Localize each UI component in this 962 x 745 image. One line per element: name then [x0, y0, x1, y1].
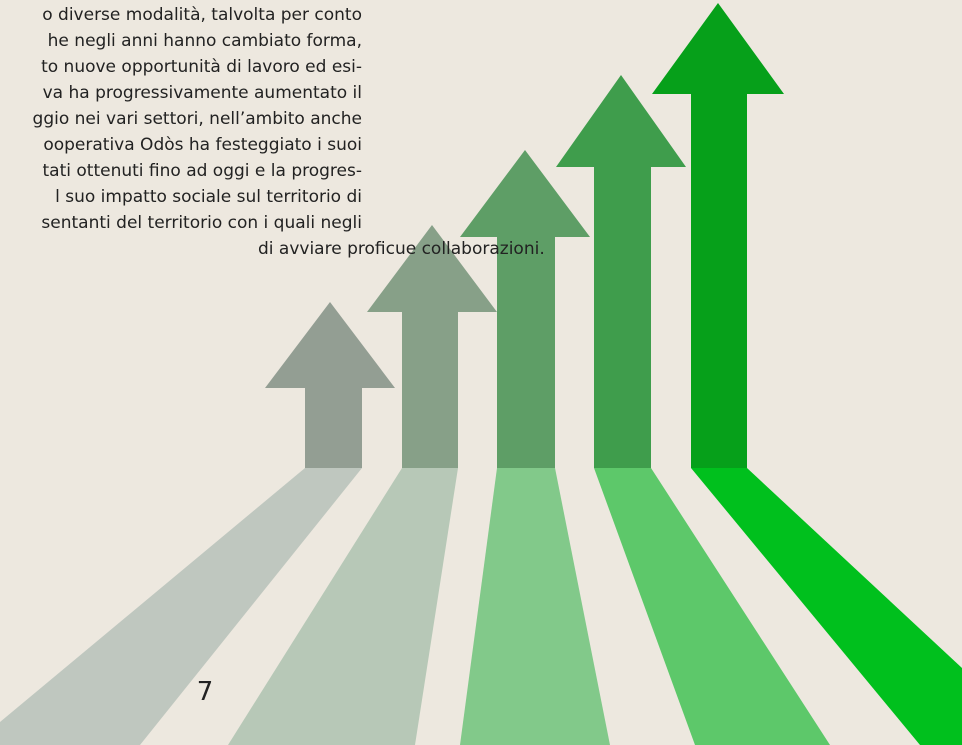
text-line: o diverse modalità, talvolta per conto — [42, 5, 362, 25]
ribbon — [594, 468, 830, 745]
ribbon — [460, 468, 610, 745]
page: 7 o diverse modalità, talvolta per conto… — [0, 0, 962, 745]
page-number: 7 — [197, 677, 214, 707]
page-canvas: 7 o diverse modalità, talvolta per conto… — [0, 0, 962, 745]
text-line: di avviare proficue collaborazioni. — [258, 239, 545, 259]
text-line: tati ottenuti fino ad oggi e la progres- — [43, 161, 363, 181]
arrow — [367, 225, 497, 468]
arrow — [652, 3, 784, 468]
arrow — [265, 302, 395, 468]
text-line: he negli anni hanno cambiato forma, — [48, 31, 362, 51]
arrow — [556, 75, 686, 468]
text-line: ggio nei vari settori, nell’ambito anche — [33, 109, 362, 129]
text-line: l suo impatto sociale sul territorio di — [55, 187, 362, 207]
floor-ribbons — [0, 468, 962, 745]
text-line: va ha progressivamente aumentato il — [43, 83, 362, 103]
text-line: to nuove opportunità di lavoro ed esi- — [41, 57, 362, 77]
text-line: sentanti del territorio con i quali negl… — [41, 213, 362, 233]
text-line: ooperativa Odòs ha festeggiato i suoi — [43, 135, 362, 155]
